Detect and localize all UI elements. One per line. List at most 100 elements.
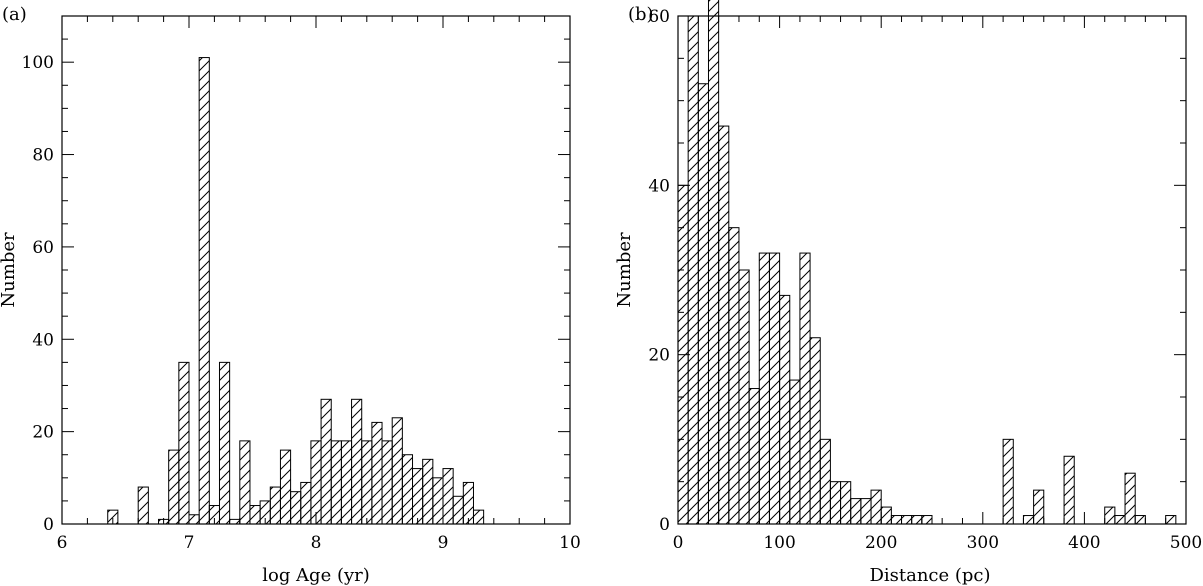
panel-b-y-tick-label: 0	[659, 515, 670, 535]
panel-b-x-tick-label: 200	[865, 533, 897, 553]
panel-a-x-tick-label: 8	[311, 533, 322, 553]
panel-b-y-tick-label: 60	[648, 7, 670, 27]
panel-b-bar	[829, 481, 842, 525]
panel-b-bar	[870, 489, 882, 525]
panel-a-bar	[249, 505, 261, 525]
panel-a-x-tick-label: 10	[559, 533, 581, 553]
panel-a-bar	[472, 509, 485, 525]
panel-b-x-tick-label: 0	[673, 533, 684, 553]
panel-a-y-tick-label: 20	[32, 423, 54, 443]
panel-a-bar	[229, 518, 241, 525]
panel-b-bar	[1134, 515, 1146, 525]
panel-a-bar	[452, 495, 464, 525]
panel-a-bar	[310, 440, 322, 525]
panel-a-bar	[218, 361, 231, 525]
panel-b-bar	[799, 252, 811, 525]
panel-a-x-axis-label: log Age (yr)	[262, 565, 370, 586]
panel-b-x-tick-label: 400	[1068, 533, 1100, 553]
panel-a-bar	[351, 398, 363, 525]
panel-b-bar	[1033, 489, 1045, 525]
panel-a-bar	[412, 468, 424, 525]
panel-b-bar	[901, 515, 913, 525]
panel-b-distance-histogram: 0 100 200 300 400 500 0 20 40 60 (b) Distance (p…	[614, 0, 1202, 586]
panel-a-x-tick-labels: 6 7 8 9 10	[57, 533, 581, 553]
panel-b-bar	[819, 438, 831, 525]
panel-b-y-tick-labels: 0 20 40 60	[648, 7, 670, 535]
panel-a-x-tick-label: 9	[438, 533, 449, 553]
panel-b-bar	[1114, 515, 1126, 525]
panel-a-x-tick-label: 6	[57, 533, 68, 553]
panel-a-bar	[137, 486, 149, 525]
panel-b-bar	[911, 515, 923, 525]
panel-b-bar	[707, 0, 720, 525]
panel-b-x-tick-label: 300	[967, 533, 999, 553]
panel-a-y-tick-label: 40	[32, 330, 54, 350]
panel-a-label: (a)	[2, 4, 27, 25]
panel-b-bar	[789, 379, 801, 525]
panel-b-bar	[860, 498, 872, 525]
panel-a-bar	[279, 449, 292, 525]
panel-a-bar	[401, 454, 414, 525]
panel-a-bar	[361, 440, 373, 525]
panel-b-bar	[1124, 472, 1136, 525]
panel-b-bar	[1165, 515, 1177, 525]
panel-a-bar	[391, 417, 403, 525]
panel-a-bar	[340, 440, 353, 525]
panel-b-bar	[748, 388, 760, 525]
panel-a-y-tick-labels: 0 20 40 60 80 100	[22, 53, 54, 535]
panel-a-bar	[330, 440, 342, 525]
panel-b-bar	[1002, 438, 1014, 525]
panel-b-bar	[850, 498, 862, 525]
panel-b-bar	[880, 506, 892, 525]
panel-a-ticks	[61, 15, 571, 525]
panel-b-bar	[738, 269, 750, 525]
panel-a-bar	[290, 491, 302, 525]
panel-a-x-tick-label: 7	[184, 533, 195, 553]
panel-a-bar	[188, 514, 200, 525]
panel-a-bar	[320, 398, 332, 525]
panel-a-bar	[168, 449, 180, 525]
panel-a-bar	[462, 481, 474, 525]
panel-b-bar	[1104, 506, 1116, 525]
panel-a-y-tick-label: 80	[32, 146, 54, 166]
panel-a-bars	[107, 57, 485, 525]
panel-a-bar	[198, 57, 210, 525]
panel-b-bar	[1063, 455, 1075, 525]
panel-a-bar	[381, 440, 393, 525]
panel-a-y-tick-label: 0	[43, 515, 54, 535]
panel-b-bar	[758, 252, 770, 525]
panel-b-bars	[677, 0, 1177, 525]
panel-b-x-tick-label: 100	[763, 533, 795, 553]
panel-b-bar	[768, 252, 781, 525]
panel-a-y-tick-label: 100	[22, 53, 54, 73]
panel-a-bar	[442, 468, 454, 525]
panel-a-bar	[371, 421, 383, 525]
panel-b-y-axis-label: Number	[614, 232, 635, 308]
panel-a-log-age-histogram: 6 7 8 9 10 0 20 40 60 80 100 (a) log Age (yr) Num…	[0, 4, 581, 586]
panel-b-bar	[809, 337, 821, 525]
panel-b-bar	[697, 83, 709, 525]
panel-a-bar	[432, 477, 444, 525]
panel-b-bar	[921, 515, 933, 525]
panel-b-bar	[728, 227, 740, 525]
panel-b-bar	[890, 515, 903, 525]
panel-a-bar	[269, 486, 281, 525]
panel-b-x-tick-label: 500	[1170, 533, 1202, 553]
panel-b-bar	[1022, 515, 1035, 525]
panel-b-ticks	[677, 15, 1187, 525]
panel-b-label: (b)	[628, 4, 654, 25]
panel-a-bar	[239, 440, 251, 525]
panel-b-bar	[840, 481, 852, 525]
panel-b-y-tick-label: 40	[648, 176, 670, 196]
panel-b-bar	[779, 294, 791, 525]
panel-a-y-tick-label: 60	[32, 238, 54, 258]
panel-a-y-axis-label: Number	[0, 232, 19, 308]
panel-a-bar	[300, 481, 312, 525]
panel-b-x-tick-labels: 0 100 200 300 400 500	[673, 533, 1203, 553]
panel-b-bar	[687, 15, 699, 525]
panel-a-bar	[178, 361, 190, 525]
panel-b-y-tick-label: 20	[648, 346, 670, 366]
panel-b-bar	[718, 125, 730, 525]
panel-a-bar	[422, 458, 434, 525]
